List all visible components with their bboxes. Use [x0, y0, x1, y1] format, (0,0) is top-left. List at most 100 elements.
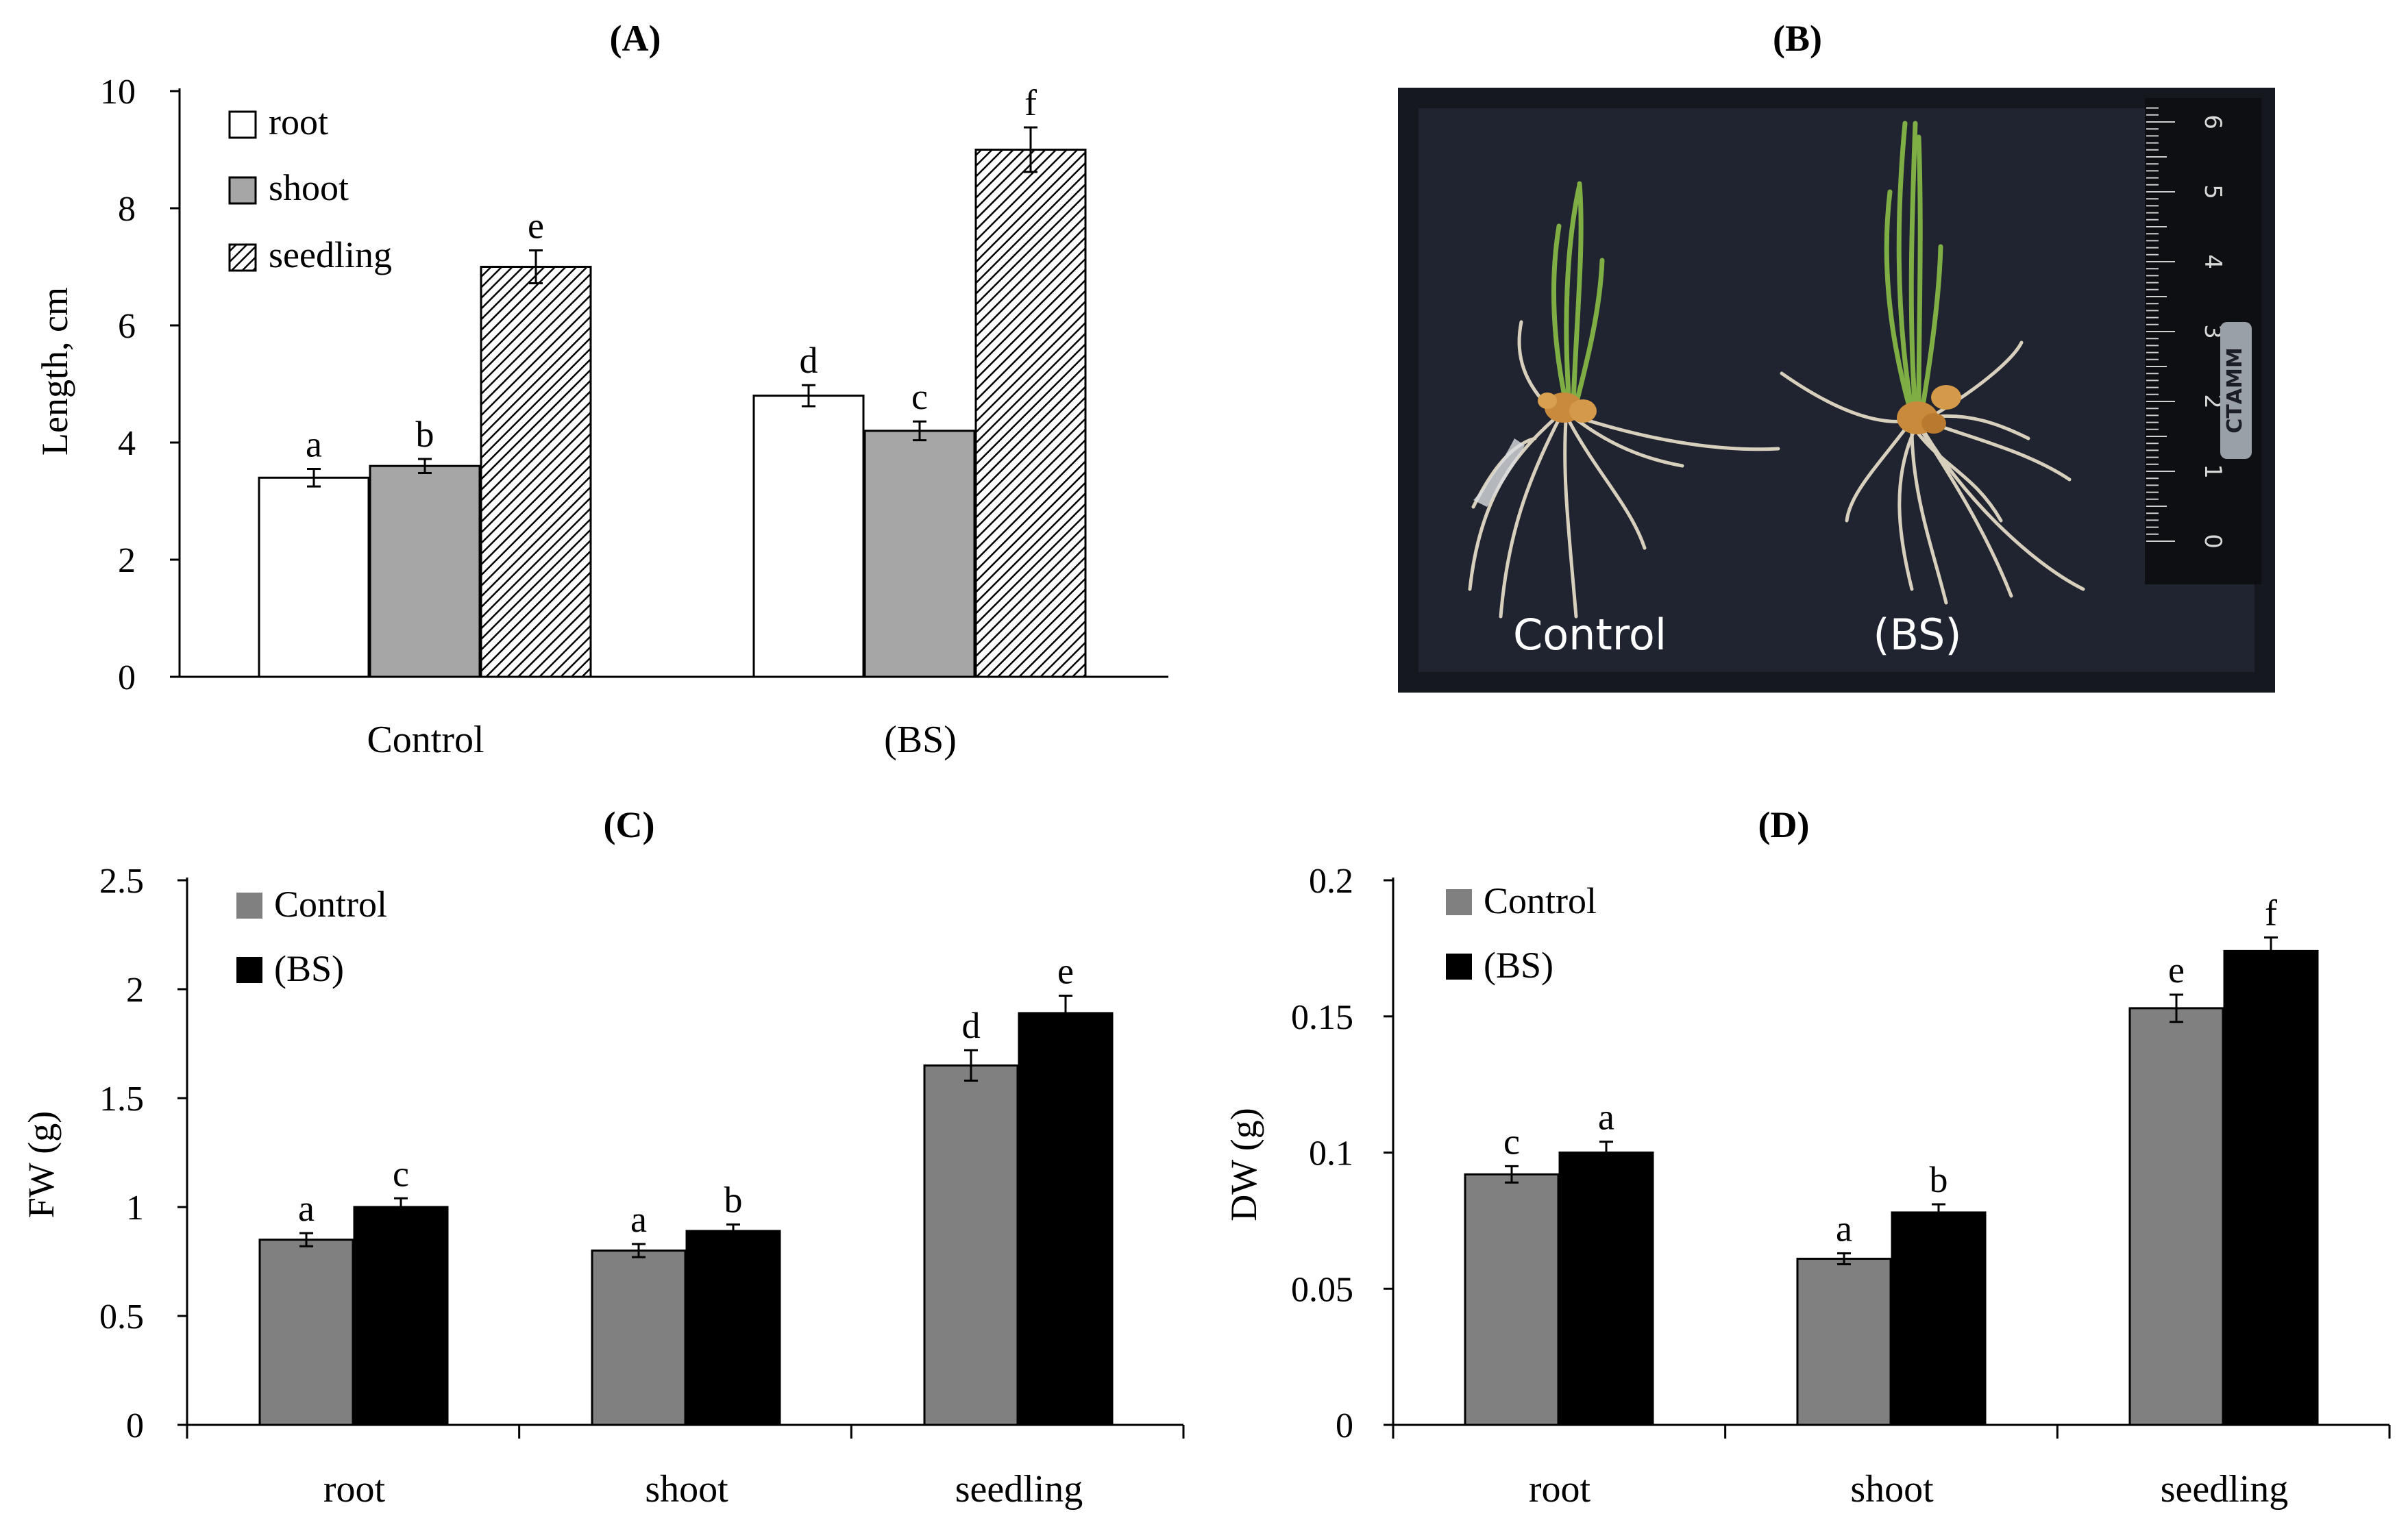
legend-label-control: Control [274, 884, 387, 925]
legend-swatch-control [236, 893, 262, 919]
significance-letter: d [800, 340, 818, 381]
chart-c-ylabel: FW (g) [21, 1111, 62, 1219]
significance-letter: d [962, 1005, 981, 1046]
x-category-label: shoot [645, 1468, 728, 1511]
panel-b-title: (B) [1773, 18, 1822, 59]
significance-letter: a [306, 423, 322, 464]
x-category-label: root [1529, 1468, 1591, 1511]
y-tick-label: 2 [118, 541, 136, 580]
significance-letter: a [298, 1188, 315, 1229]
photo-label-bs: (BS) [1873, 610, 1961, 660]
chart-c-xlabels: root shoot seedling [323, 1468, 1083, 1511]
panel-c-title: (C) [604, 804, 655, 845]
ruler-numbers: 0 1 2 3 4 5 6 [2199, 114, 2226, 549]
x-category-label: shoot [1850, 1468, 1934, 1511]
y-tick-label: 4 [118, 424, 136, 463]
chart-a-xlabels: Control (BS) [367, 719, 956, 761]
ruler-number-0: 0 [2199, 534, 2226, 549]
chart-a-ylabel: Length, cm [34, 287, 75, 456]
significance-letter: b [416, 414, 434, 455]
significance-letter: a [1598, 1097, 1614, 1138]
legend-label-seedling: seedling [269, 234, 392, 275]
significance-letter: b [1930, 1159, 1948, 1200]
legend-swatch-root [228, 110, 257, 139]
chart-d-yticks: 0 0.05 0.1 0.15 0.2 [1291, 862, 1393, 1445]
significance-letter: a [1836, 1208, 1852, 1250]
y-tick-label: 1.5 [99, 1080, 144, 1119]
chart-d-xlabels: root shoot seedling [1529, 1468, 2288, 1511]
bar-bs-root [353, 1206, 449, 1426]
chart-d-bars: c a a b e f [1464, 892, 2319, 1426]
y-tick-label: 0.1 [1309, 1134, 1353, 1173]
legend-label-shoot: shoot [269, 167, 349, 208]
bar-bs-seedling [2223, 949, 2319, 1426]
y-tick-label: 2 [126, 971, 144, 1010]
ruler-brand: СТАММ [2223, 347, 2247, 433]
control-seedling-image [1468, 181, 1780, 619]
ruler-number-1: 1 [2199, 464, 2226, 479]
legend-swatch-bs [1446, 954, 1472, 980]
ruler-number-5: 5 [2199, 184, 2226, 199]
legend-label-control: Control [1484, 880, 1597, 921]
panel-d-title: (D) [1758, 804, 1810, 845]
bar-seedling-control [480, 266, 592, 678]
y-tick-label: 8 [118, 190, 136, 229]
y-tick-label: 0 [1336, 1406, 1353, 1445]
significance-letter: f [1024, 82, 1037, 123]
chart-c-axes [186, 878, 1185, 1439]
bar-control-shoot [1796, 1258, 1892, 1426]
chart-c-fresh-weight: FW (g) 0 0.5 1 1.5 2 2.5 a c a b d e root shoot seed… [21, 862, 1185, 1511]
y-tick-label: 2.5 [99, 862, 144, 901]
chart-a-length: Length, cm 0 2 4 6 8 10 a b e d c f Control (BS) ro… [34, 73, 1168, 761]
y-tick-label: 0.15 [1291, 998, 1353, 1037]
chart-d-dry-weight: DW (g) 0 0.05 0.1 0.15 0.2 c a a b e f root shoot s… [1223, 862, 2391, 1511]
photo-background [1408, 98, 2265, 682]
photo-vignette [1398, 88, 2275, 693]
chart-c-legend: Control (BS) [236, 884, 387, 989]
y-tick-label: 10 [100, 73, 136, 112]
chart-d-ylabel: DW (g) [1223, 1108, 1264, 1221]
chart-a-bars: a b e d c f [258, 82, 1087, 678]
legend-swatch-shoot [228, 176, 257, 205]
chart-a-legend: root shoot seedling [228, 101, 392, 275]
chart-d-legend: Control (BS) [1446, 880, 1597, 986]
bar-root-control [258, 476, 370, 678]
significance-letter: f [2265, 892, 2277, 933]
bar-seedling-bs [974, 149, 1087, 678]
y-tick-label: 0.5 [99, 1297, 144, 1337]
ruler-ticks [2146, 107, 2175, 542]
bar-bs-root [1558, 1152, 1654, 1426]
chart-c-bars: a c a b d e [258, 951, 1114, 1426]
x-category-label: seedling [2161, 1468, 2289, 1511]
seedling-photo: 0 1 2 3 4 5 6 СТАММ Control (BS) [1398, 88, 2275, 693]
chart-d-axes [1392, 878, 2391, 1439]
x-category-label: seedling [955, 1468, 1083, 1511]
significance-letter: e [1057, 951, 1074, 992]
bar-shoot-bs [863, 430, 976, 678]
bar-bs-shoot [685, 1230, 781, 1426]
x-category-label: Control [367, 719, 484, 761]
significance-letter: e [2168, 949, 2185, 991]
bar-control-shoot [591, 1250, 687, 1426]
significance-letter: c [1503, 1121, 1520, 1162]
y-tick-label: 0 [126, 1406, 144, 1445]
bar-control-seedling [923, 1064, 1019, 1426]
bar-control-root [1464, 1173, 1560, 1426]
significance-letter: a [630, 1199, 647, 1240]
bs-seedling-image [1780, 121, 2085, 605]
legend-label-root: root [269, 101, 328, 142]
significance-letter: b [724, 1179, 743, 1220]
ruler-number-4: 4 [2199, 254, 2226, 269]
y-tick-label: 0.2 [1309, 862, 1353, 901]
bar-control-seedling [2128, 1007, 2224, 1426]
bar-control-root [258, 1239, 354, 1426]
legend-label-bs: (BS) [1484, 945, 1553, 986]
ruler-number-2: 2 [2199, 394, 2226, 409]
legend-swatch-control [1446, 889, 1472, 915]
y-tick-label: 0.05 [1291, 1270, 1353, 1309]
bar-bs-seedling [1018, 1012, 1114, 1426]
legend-swatch-bs [236, 957, 262, 983]
legend-label-bs: (BS) [274, 948, 344, 989]
panel-a-title: (A) [610, 18, 661, 59]
